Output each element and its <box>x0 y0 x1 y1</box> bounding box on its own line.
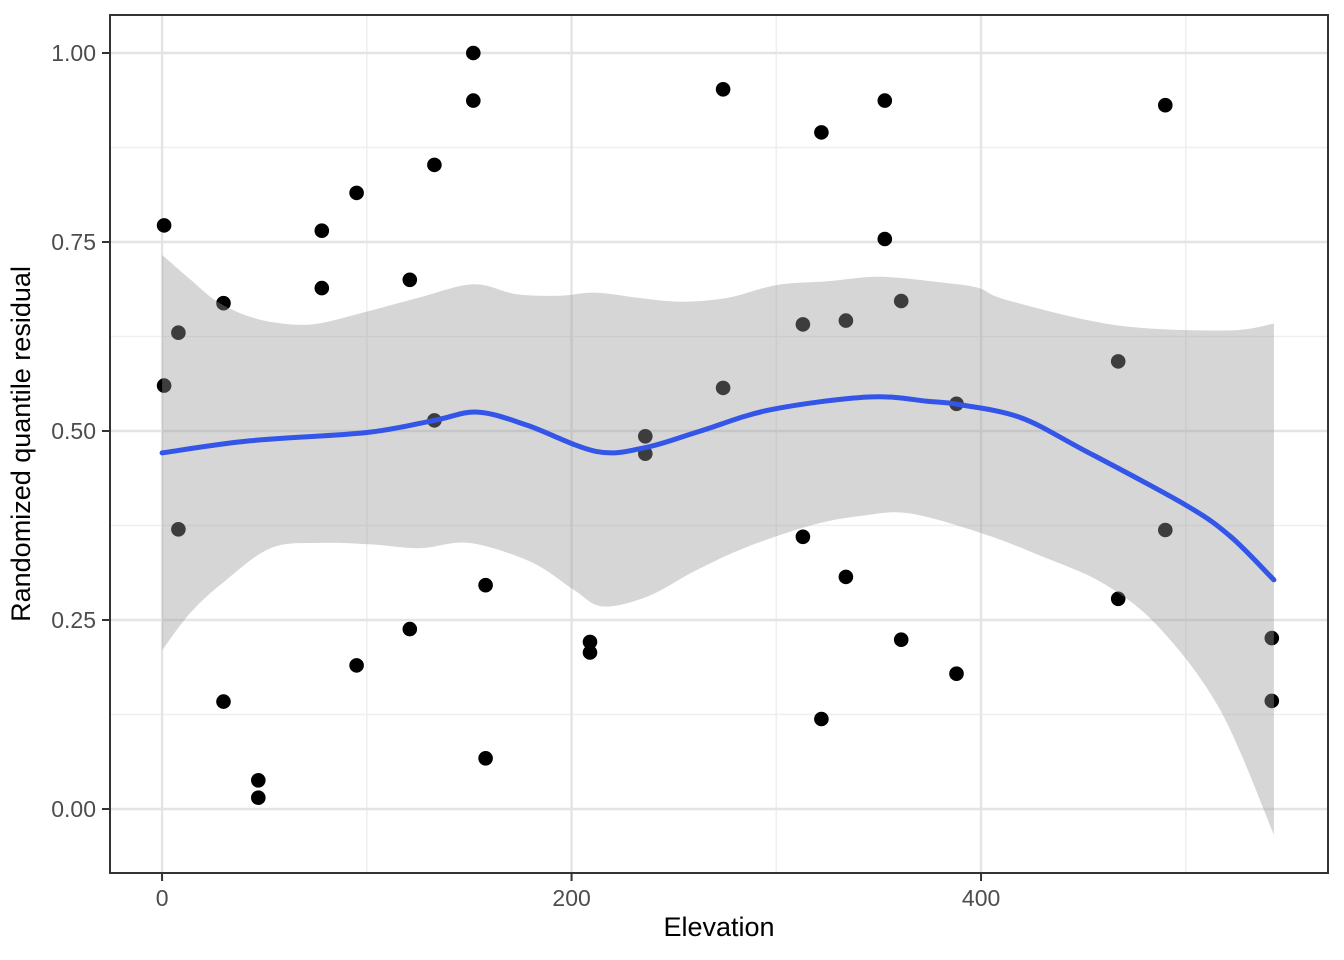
data-point <box>1110 591 1126 607</box>
data-point <box>156 218 172 233</box>
data-point <box>216 295 231 311</box>
x-axis-tick-labels: 0 200 400 <box>156 885 1001 911</box>
x-axis-title: Elevation <box>663 912 774 942</box>
data-point <box>638 429 653 444</box>
chart-render-root: 0 200 400 0.00 0.25 0.50 0.75 1.00 <box>51 14 1329 911</box>
data-point <box>1158 97 1173 113</box>
y-axis-tick-labels: 0.00 0.25 0.50 0.75 1.00 <box>51 40 96 822</box>
data-point <box>478 577 493 593</box>
data-point <box>349 185 364 201</box>
data-point <box>314 280 330 296</box>
gridlines-minor <box>110 15 1328 873</box>
x-tick-label: 200 <box>552 885 590 911</box>
data-point <box>715 82 731 97</box>
data-point <box>1158 522 1173 538</box>
panel-border <box>109 14 1329 874</box>
data-point <box>466 93 481 108</box>
data-point <box>838 313 854 328</box>
data-point <box>582 634 598 650</box>
data-point <box>1110 354 1126 369</box>
data-point <box>349 658 364 673</box>
data-point <box>1264 630 1280 646</box>
data-point <box>466 45 481 61</box>
data-point <box>893 293 909 309</box>
x-tick-label: 400 <box>962 885 1000 911</box>
axis-tick-marks <box>102 52 983 881</box>
data-point <box>250 790 266 805</box>
gridlines-major <box>110 15 1328 873</box>
y-tick-label: 0.50 <box>51 418 96 444</box>
data-point <box>250 773 266 788</box>
scatter-points <box>156 45 1280 805</box>
data-point <box>478 751 493 766</box>
data-point <box>156 378 172 393</box>
data-point <box>838 569 854 585</box>
data-point <box>814 125 829 140</box>
y-tick-label: 0.00 <box>51 796 96 822</box>
x-tick-label: 0 <box>156 885 169 911</box>
data-point <box>582 645 598 660</box>
data-point <box>893 632 909 647</box>
data-point <box>877 93 893 108</box>
y-tick-label: 1.00 <box>51 40 96 66</box>
y-tick-label: 0.75 <box>51 229 96 255</box>
data-point <box>795 529 811 545</box>
data-point <box>715 380 731 396</box>
smooth-trend-line <box>159 394 1277 583</box>
data-point <box>402 272 418 288</box>
data-point <box>427 157 442 173</box>
data-point <box>314 223 330 238</box>
y-axis-title: Randomized quantile residual <box>6 266 36 622</box>
panel-background <box>110 15 1328 873</box>
data-point <box>171 522 186 537</box>
data-point <box>1264 693 1280 709</box>
data-point <box>402 621 418 637</box>
confidence-ribbon <box>162 254 1274 835</box>
data-point <box>795 317 811 332</box>
data-point <box>216 694 231 709</box>
data-point <box>814 711 829 727</box>
data-point <box>949 666 964 681</box>
y-tick-label: 0.25 <box>51 607 96 633</box>
data-point <box>171 325 186 341</box>
data-point <box>877 231 893 247</box>
